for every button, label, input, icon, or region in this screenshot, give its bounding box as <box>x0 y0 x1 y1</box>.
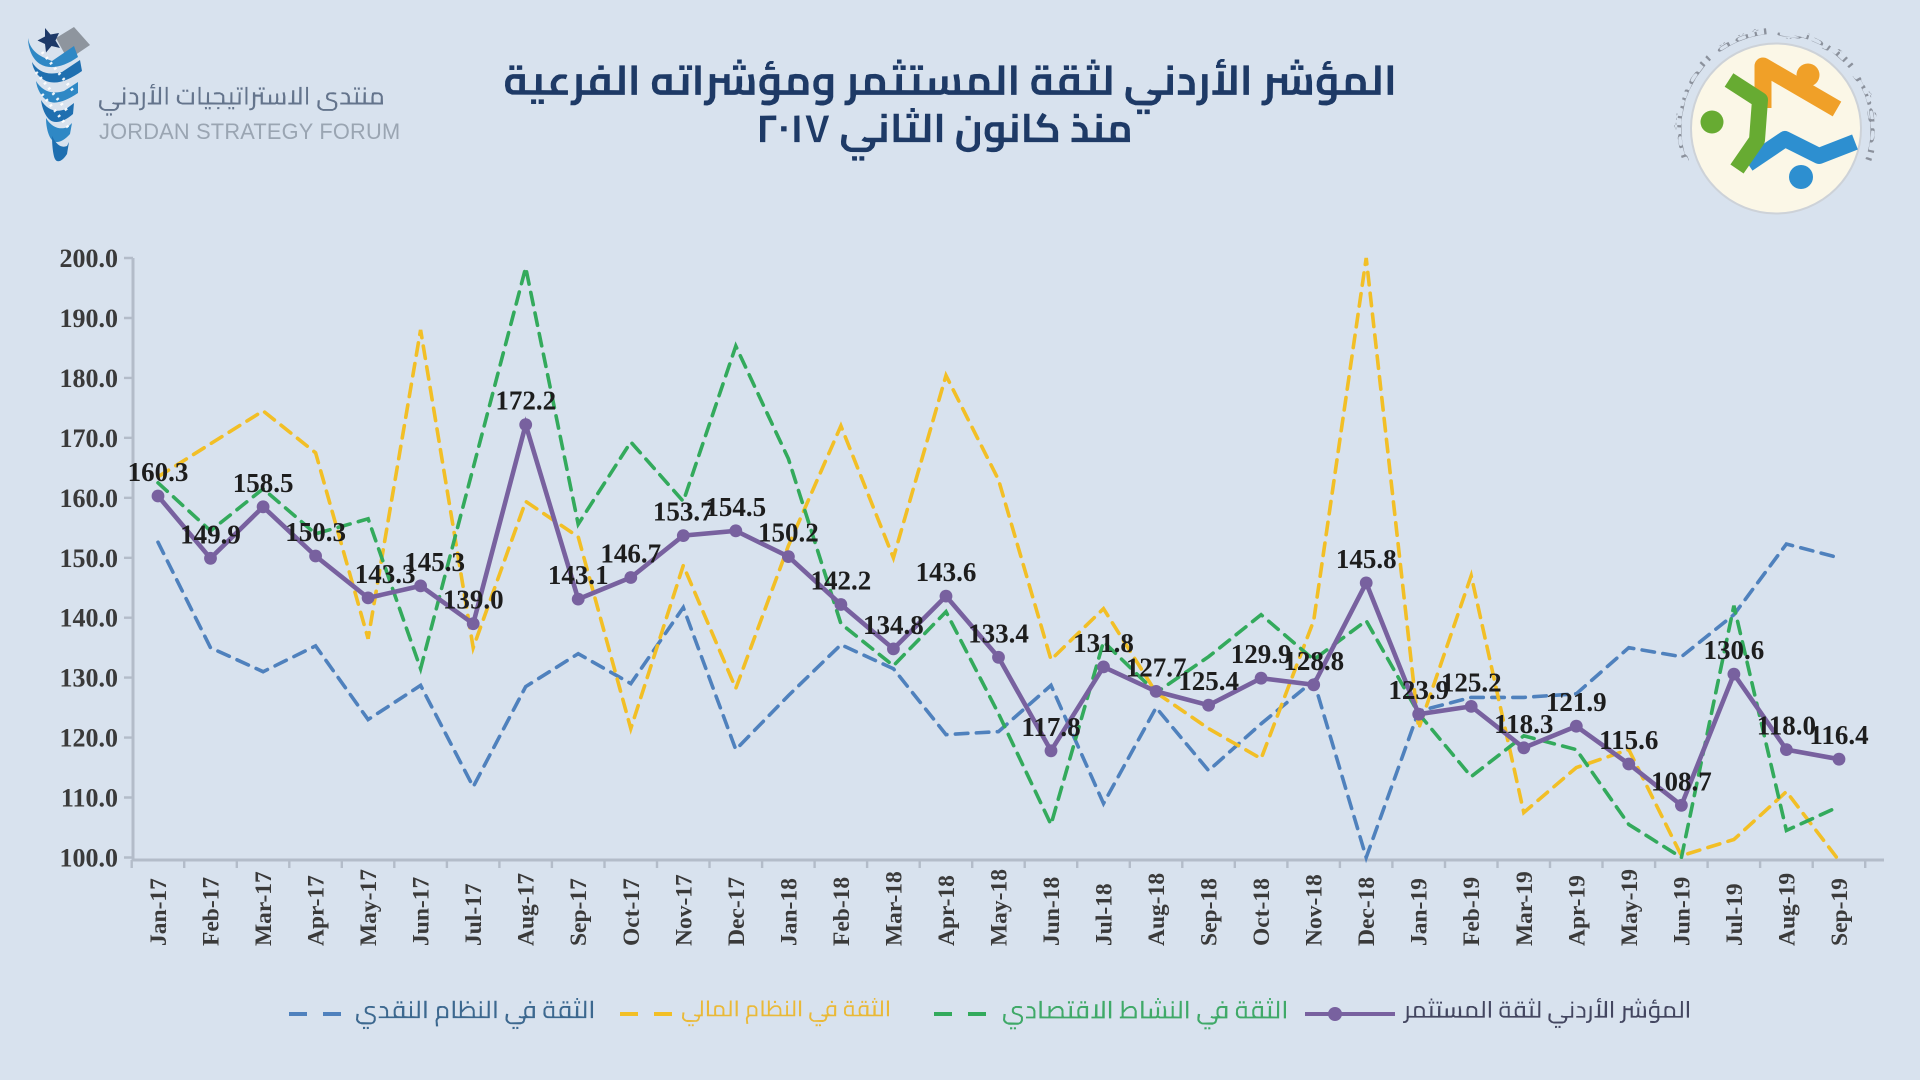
svg-text:Feb-18: Feb-18 <box>829 877 855 946</box>
svg-text:158.5: 158.5 <box>233 468 294 498</box>
svg-text:Dec-17: Dec-17 <box>724 877 750 946</box>
svg-text:190.0: 190.0 <box>60 304 119 333</box>
svg-text:100.0: 100.0 <box>60 844 119 873</box>
svg-text:Oct-18: Oct-18 <box>1249 878 1275 946</box>
svg-text:160.0: 160.0 <box>60 484 119 513</box>
svg-text:Jul-17: Jul-17 <box>461 883 487 946</box>
svg-text:Jan-17: Jan-17 <box>146 878 172 946</box>
svg-text:143.6: 143.6 <box>916 557 977 587</box>
svg-text:180.0: 180.0 <box>60 364 119 393</box>
svg-text:Dec-18: Dec-18 <box>1354 877 1380 946</box>
svg-text:142.2: 142.2 <box>811 566 872 596</box>
svg-text:118.0: 118.0 <box>1757 711 1816 741</box>
svg-text:Jun-18: Jun-18 <box>1039 877 1065 946</box>
svg-text:Jun-17: Jun-17 <box>409 877 435 946</box>
svg-text:Feb-17: Feb-17 <box>199 877 225 946</box>
svg-text:145.8: 145.8 <box>1336 544 1397 574</box>
svg-text:150.2: 150.2 <box>758 518 819 548</box>
svg-text:Feb-19: Feb-19 <box>1459 877 1485 946</box>
svg-text:150.0: 150.0 <box>60 544 119 573</box>
svg-text:Nov-18: Nov-18 <box>1302 874 1328 946</box>
svg-text:125.2: 125.2 <box>1441 667 1502 697</box>
svg-text:Apr-18: Apr-18 <box>934 875 960 946</box>
svg-text:172.2: 172.2 <box>495 386 556 416</box>
svg-text:121.9: 121.9 <box>1546 687 1607 717</box>
svg-text:May-19: May-19 <box>1617 869 1643 946</box>
svg-text:Aug-18: Aug-18 <box>1144 873 1170 946</box>
svg-text:Apr-17: Apr-17 <box>304 875 330 946</box>
svg-text:127.7: 127.7 <box>1126 652 1187 682</box>
svg-text:123.9: 123.9 <box>1388 675 1449 705</box>
svg-text:116.4: 116.4 <box>1809 720 1868 750</box>
svg-text:Jul-18: Jul-18 <box>1092 883 1118 946</box>
svg-text:Mar-17: Mar-17 <box>251 871 277 946</box>
svg-text:143.3: 143.3 <box>355 559 416 589</box>
svg-text:120.0: 120.0 <box>60 724 119 753</box>
svg-text:139.0: 139.0 <box>443 585 504 615</box>
svg-text:May-17: May-17 <box>356 869 382 946</box>
svg-text:Jan-19: Jan-19 <box>1407 878 1433 946</box>
svg-text:Sep-19: Sep-19 <box>1827 878 1853 946</box>
svg-text:110.0: 110.0 <box>61 784 118 813</box>
svg-text:118.3: 118.3 <box>1494 709 1553 739</box>
svg-text:160.3: 160.3 <box>128 457 189 487</box>
svg-text:Jan-18: Jan-18 <box>776 878 802 946</box>
svg-text:130.0: 130.0 <box>60 664 119 693</box>
svg-text:130.6: 130.6 <box>1704 635 1765 665</box>
svg-text:128.8: 128.8 <box>1283 646 1344 676</box>
svg-text:Aug-19: Aug-19 <box>1774 873 1800 946</box>
svg-text:Nov-17: Nov-17 <box>671 874 697 946</box>
svg-text:JORDAN STRATEGY FORUM: JORDAN STRATEGY FORUM <box>99 119 400 144</box>
svg-text:129.9: 129.9 <box>1231 639 1292 669</box>
svg-text:150.3: 150.3 <box>285 517 346 547</box>
svg-text:Mar-19: Mar-19 <box>1512 871 1538 946</box>
svg-text:153.7: 153.7 <box>653 497 714 527</box>
svg-text:131.8: 131.8 <box>1073 628 1134 658</box>
svg-text:154.5: 154.5 <box>705 492 766 522</box>
svg-text:Jul-19: Jul-19 <box>1722 883 1748 946</box>
svg-text:Apr-19: Apr-19 <box>1564 875 1590 946</box>
svg-text:Jun-19: Jun-19 <box>1669 877 1695 946</box>
svg-text:145.3: 145.3 <box>404 547 465 577</box>
svg-text:Sep-18: Sep-18 <box>1197 878 1223 946</box>
svg-text:Aug-17: Aug-17 <box>514 873 540 946</box>
svg-text:170.0: 170.0 <box>60 424 119 453</box>
svg-text:125.4: 125.4 <box>1178 666 1239 696</box>
svg-text:108.7: 108.7 <box>1651 766 1712 796</box>
svg-text:Sep-17: Sep-17 <box>566 878 592 946</box>
svg-text:Mar-18: Mar-18 <box>881 871 907 946</box>
svg-text:Oct-17: Oct-17 <box>619 878 645 946</box>
svg-text:143.1: 143.1 <box>548 560 609 590</box>
svg-text:115.6: 115.6 <box>1599 725 1658 755</box>
svg-text:146.7: 146.7 <box>600 539 661 569</box>
svg-text:May-18: May-18 <box>987 869 1013 946</box>
svg-text:133.4: 133.4 <box>968 618 1029 648</box>
svg-text:140.0: 140.0 <box>60 604 119 633</box>
svg-text:117.8: 117.8 <box>1021 712 1080 742</box>
svg-text:149.9: 149.9 <box>180 519 241 549</box>
svg-text:134.8: 134.8 <box>863 610 924 640</box>
svg-text:200.0: 200.0 <box>60 244 119 273</box>
